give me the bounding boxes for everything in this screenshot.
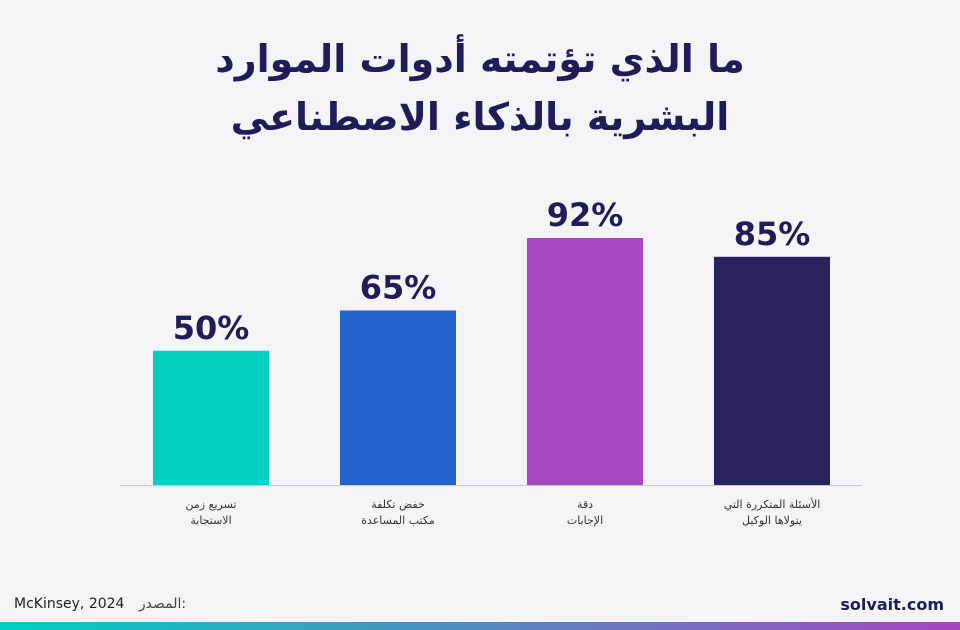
data-label-2: 65% bbox=[360, 268, 437, 306]
gradient-footer-bar bbox=[0, 622, 960, 630]
category-label-1-line-1: تسريع زمن bbox=[186, 498, 237, 511]
category-label-4-line-1: الأسئلة المتكررة التي bbox=[724, 497, 821, 511]
source-label: المصدر: bbox=[138, 596, 187, 612]
chart-title: ما الذي تؤتمته أدوات الموارد البشرية بال… bbox=[0, 30, 960, 146]
bar-1 bbox=[153, 350, 269, 485]
brand-link[interactable]: solvait.com bbox=[840, 595, 944, 614]
category-label-3-line-2: الإجابات bbox=[567, 514, 603, 527]
chart-title-line-1: ما الذي تؤتمته أدوات الموارد bbox=[215, 37, 745, 81]
data-label-3: 92% bbox=[547, 196, 624, 234]
source-note: McKinsey, 2024 المصدر: bbox=[14, 596, 186, 612]
category-label-4-line-2: يتولاها الوكيل bbox=[742, 514, 802, 527]
category-label-2-line-2: مكتب المساعدة bbox=[361, 514, 435, 527]
data-label-4: 85% bbox=[734, 215, 811, 253]
chart-title-line-2: البشرية بالذكاء الاصطناعي bbox=[230, 95, 730, 139]
bar-chart: 50% تسريع زمن الاستجابة 65% خفض تكلفة مكتب ال… bbox=[120, 196, 862, 527]
category-label-1-line-2: الاستجابة bbox=[190, 514, 231, 527]
bar-4 bbox=[714, 256, 830, 485]
bar-3 bbox=[527, 238, 643, 485]
data-label-1: 50% bbox=[173, 309, 250, 347]
bar-2 bbox=[340, 310, 456, 485]
category-label-3-line-1: دقة bbox=[577, 498, 593, 511]
category-label-2-line-1: خفض تكلفة bbox=[371, 498, 425, 511]
source-value: McKinsey, 2024 bbox=[14, 596, 125, 612]
